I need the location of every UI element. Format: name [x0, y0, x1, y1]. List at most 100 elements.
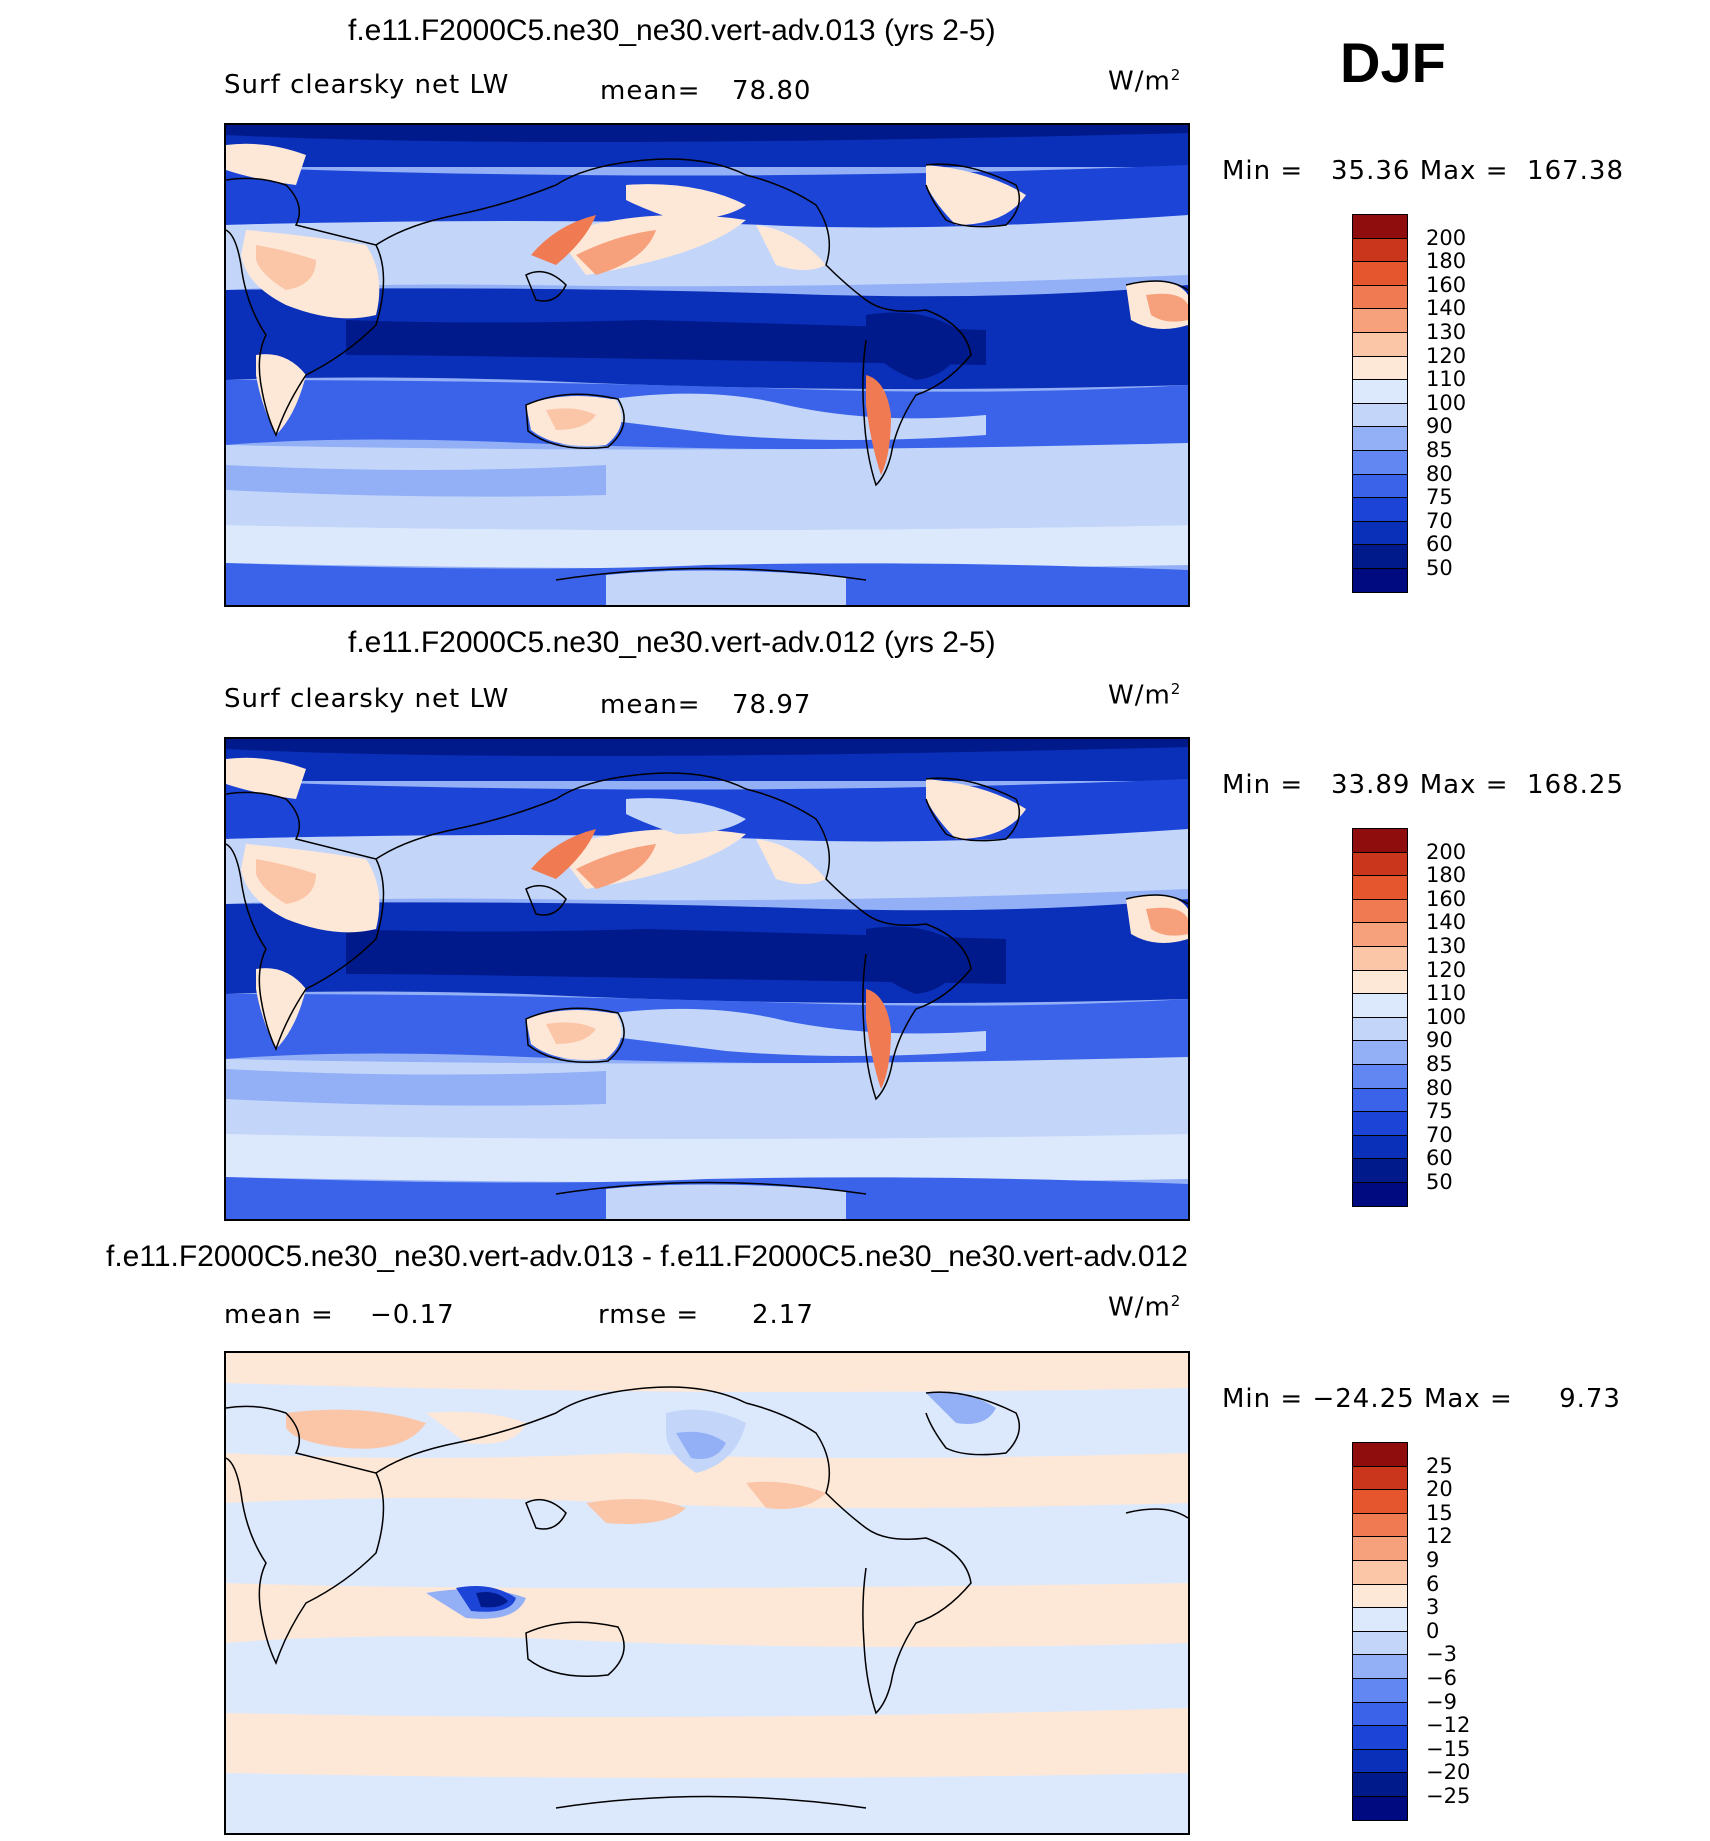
colorbar-box [1352, 922, 1408, 948]
colorbar-box [1352, 237, 1408, 263]
colorbar-box [1352, 993, 1408, 1019]
colorbar-label: 70 [1426, 508, 1453, 533]
panel-1-minmax: Min = 35.36 Max = 167.38 [1222, 156, 1625, 186]
colorbar-label: −6 [1426, 1666, 1457, 1690]
panel-2-minmax: Min = 33.89 Max = 168.25 [1222, 770, 1625, 800]
panel-2-units: W/m2 [1108, 680, 1182, 711]
colorbar-box [1352, 355, 1408, 381]
colorbar-label: 3 [1426, 1595, 1440, 1620]
colorbar-label: 120 [1426, 957, 1467, 982]
colorbar-label: 70 [1426, 1122, 1453, 1147]
colorbar-label: 90 [1426, 414, 1453, 439]
colorbar-box [1352, 1512, 1408, 1538]
colorbar-box [1352, 1442, 1408, 1468]
colorbar-box [1352, 450, 1408, 476]
panel-2-variable: Surf clearsky net LW [224, 684, 510, 714]
colorbar-box [1352, 851, 1408, 877]
colorbar-box [1352, 969, 1408, 995]
colorbar-label: −3 [1426, 1642, 1457, 1667]
colorbar-box [1352, 898, 1408, 924]
panel-3-rmse-value: 2.17 [752, 1300, 814, 1330]
colorbar-box [1352, 1796, 1408, 1822]
colorbar-label: 20 [1426, 1477, 1453, 1502]
colorbar-box [1352, 473, 1408, 499]
panel-3-units: W/m2 [1108, 1292, 1182, 1323]
colorbar-label: 60 [1426, 532, 1453, 557]
colorbar-label: 80 [1426, 1075, 1453, 1100]
colorbar-label: 200 [1426, 225, 1467, 250]
colorbar-box [1352, 1016, 1408, 1042]
colorbar-label: 50 [1426, 556, 1453, 580]
colorbar-label: −20 [1426, 1760, 1471, 1785]
colorbar-box [1352, 379, 1408, 405]
colorbar-box [1352, 1678, 1408, 1704]
colorbar-box [1352, 1064, 1408, 1090]
panel-2-map-field [226, 739, 1188, 1219]
colorbar-label: 110 [1426, 981, 1467, 1006]
panel-3-map [224, 1351, 1190, 1835]
panel-3-title: f.e11.F2000C5.ne30_ne30.vert-adv.013 - f… [106, 1240, 1188, 1273]
colorbar-label: 9 [1426, 1548, 1440, 1572]
colorbar-label: 130 [1426, 320, 1467, 344]
colorbar-box [1352, 1158, 1408, 1184]
colorbar-box [1352, 1583, 1408, 1609]
colorbar-label: 140 [1426, 296, 1467, 321]
colorbar-box [1352, 426, 1408, 452]
season-label: DJF [1340, 31, 1446, 94]
colorbar-box [1352, 1087, 1408, 1113]
colorbar-label: 200 [1426, 839, 1467, 864]
colorbar-label: 100 [1426, 1004, 1467, 1029]
colorbar-box [1352, 1536, 1408, 1562]
colorbar-label: 160 [1426, 272, 1467, 297]
colorbar-label: 120 [1426, 343, 1467, 368]
colorbar-box [1352, 828, 1408, 854]
panel-3-map-field [226, 1353, 1188, 1833]
colorbar-label: −15 [1426, 1736, 1471, 1761]
colorbar-label: 25 [1426, 1453, 1453, 1478]
colorbar-box [1352, 1489, 1408, 1515]
colorbar-label: 130 [1426, 934, 1467, 958]
colorbar-box [1352, 284, 1408, 310]
colorbar-box [1352, 497, 1408, 523]
colorbar-box [1352, 308, 1408, 334]
colorbar-box [1352, 544, 1408, 570]
panel-2-mean-value: 78.97 [732, 690, 812, 720]
colorbar-label: 110 [1426, 367, 1467, 392]
panel-1-title: f.e11.F2000C5.ne30_ne30.vert-adv.013 (yr… [348, 14, 996, 47]
panel-1-mean-label: mean= [600, 76, 701, 106]
panel-3-rmse-label: rmse = [598, 1300, 700, 1330]
panel-1-map-field [226, 125, 1188, 605]
colorbar-box [1352, 1701, 1408, 1727]
panel-1-mean-value: 78.80 [732, 76, 812, 106]
colorbar-box [1352, 1607, 1408, 1633]
colorbar-box [1352, 1630, 1408, 1656]
colorbar-label: 0 [1426, 1618, 1440, 1643]
colorbar-box [1352, 1748, 1408, 1774]
panel-1-units: W/m2 [1108, 66, 1182, 97]
colorbar-box [1352, 1560, 1408, 1586]
colorbar-box [1352, 1654, 1408, 1680]
colorbar-label: 12 [1426, 1524, 1453, 1549]
colorbar-box [1352, 1465, 1408, 1491]
panel-1-map [224, 123, 1190, 607]
colorbar-label: 140 [1426, 910, 1467, 935]
colorbar-label: 75 [1426, 485, 1453, 510]
colorbar-box [1352, 332, 1408, 358]
colorbar-box [1352, 261, 1408, 287]
colorbar-box [1352, 402, 1408, 428]
colorbar-box [1352, 875, 1408, 901]
panel-3-mean-value: −0.17 [370, 1300, 455, 1330]
colorbar-box [1352, 946, 1408, 972]
colorbar-label: 15 [1426, 1500, 1453, 1525]
panel-3-minmax: Min = −24.25 Max = 9.73 [1222, 1384, 1621, 1414]
panel-1-variable: Surf clearsky net LW [224, 70, 510, 100]
colorbar-label: 180 [1426, 249, 1467, 274]
colorbar-box [1352, 1772, 1408, 1798]
colorbar-box [1352, 568, 1408, 594]
panel-3-mean-label: mean = [224, 1300, 334, 1330]
colorbar-label: 80 [1426, 461, 1453, 486]
colorbar-label: −12 [1426, 1713, 1471, 1738]
colorbar-box [1352, 1134, 1408, 1160]
panel-2-mean-label: mean= [600, 690, 701, 720]
colorbar-label: 75 [1426, 1099, 1453, 1124]
